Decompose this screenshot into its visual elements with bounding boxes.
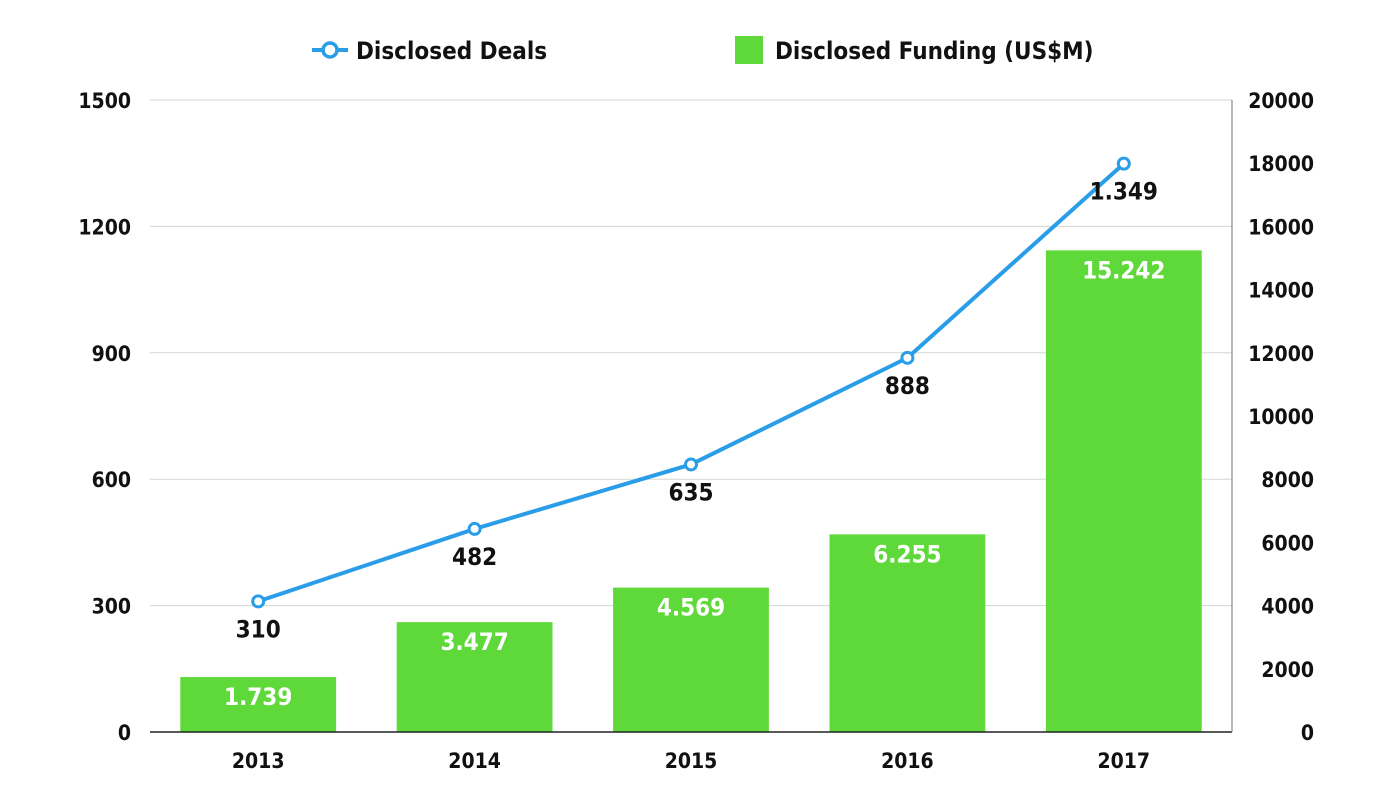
deals-line-series	[251, 156, 1131, 609]
deals-value-label: 310	[236, 615, 281, 643]
y-left-tick-label: 300	[92, 595, 131, 619]
deals-point-2015	[684, 457, 698, 472]
y-left-tick-label: 600	[92, 468, 131, 492]
legend-line-marker	[321, 41, 339, 59]
y-right-tick-label: 16000	[1248, 215, 1314, 239]
y-right-tick-label: 8000	[1261, 468, 1314, 492]
y-axis-right-ticks: 0 2000 4000 6000 8000 10000 12000 14000 16000 180…	[1248, 89, 1314, 745]
funding-bars	[180, 250, 1202, 733]
axes	[150, 100, 1233, 733]
y-left-tick-label: 900	[92, 342, 131, 366]
y-right-tick-label: 4000	[1261, 595, 1314, 619]
deals-line	[257, 162, 1126, 604]
bar-value-label: 6.255	[873, 540, 941, 568]
y-right-tick-label: 14000	[1248, 279, 1314, 303]
y-right-tick-label: 10000	[1248, 405, 1314, 429]
y-right-tick-label: 12000	[1248, 342, 1314, 366]
deals-value-label: 635	[668, 478, 713, 506]
deals-point-2016	[900, 350, 915, 365]
y-left-tick-label: 1500	[78, 89, 131, 113]
bar-2017	[1045, 250, 1202, 733]
x-tick-label: 2014	[448, 749, 501, 773]
x-axis-ticks: 2013 2014 2015 2016 2017	[232, 749, 1150, 773]
y-right-tick-label: 6000	[1261, 531, 1314, 555]
legend-bar-swatch	[735, 36, 763, 64]
bar-value-label: 15.242	[1082, 256, 1165, 284]
bar-2016	[829, 534, 986, 732]
legend-label-funding: Disclosed Funding (US$M)	[775, 37, 1094, 65]
deals-value-label: 888	[885, 372, 930, 400]
bar-2015	[613, 587, 769, 732]
y-right-tick-label: 18000	[1248, 152, 1314, 176]
y-right-tick-label: 20000	[1248, 89, 1314, 113]
x-tick-label: 2017	[1098, 749, 1151, 773]
y-right-tick-label: 2000	[1261, 658, 1314, 682]
bar-2013	[180, 677, 337, 732]
y-left-tick-label: 0	[118, 721, 131, 745]
deals-point-2017	[1116, 156, 1131, 171]
bar-value-label: 1.739	[224, 683, 292, 711]
data-labels: 1.739 3.477 4.569 6.255 15.242 310 482 635 888 1.…	[224, 178, 1165, 711]
x-tick-label: 2015	[665, 749, 718, 773]
y-right-tick-label: 0	[1301, 721, 1314, 745]
deals-point-2013	[251, 594, 266, 609]
y-axis-left-ticks: 0 300 600 900 1200 1500	[78, 89, 131, 745]
bar-value-label: 4.569	[657, 594, 725, 622]
x-tick-label: 2013	[232, 749, 285, 773]
legend: Disclosed Deals Disclosed Funding (US$M)	[312, 36, 1094, 65]
deals-point-2014	[467, 521, 482, 536]
deals-value-label: 482	[452, 543, 497, 571]
legend-label-deals: Disclosed Deals	[356, 37, 547, 65]
x-tick-label: 2016	[881, 749, 934, 773]
y-left-tick-label: 1200	[78, 215, 131, 239]
deals-value-label: 1.349	[1090, 178, 1158, 206]
bar-2014	[396, 622, 553, 732]
bar-value-label: 3.477	[440, 628, 508, 656]
